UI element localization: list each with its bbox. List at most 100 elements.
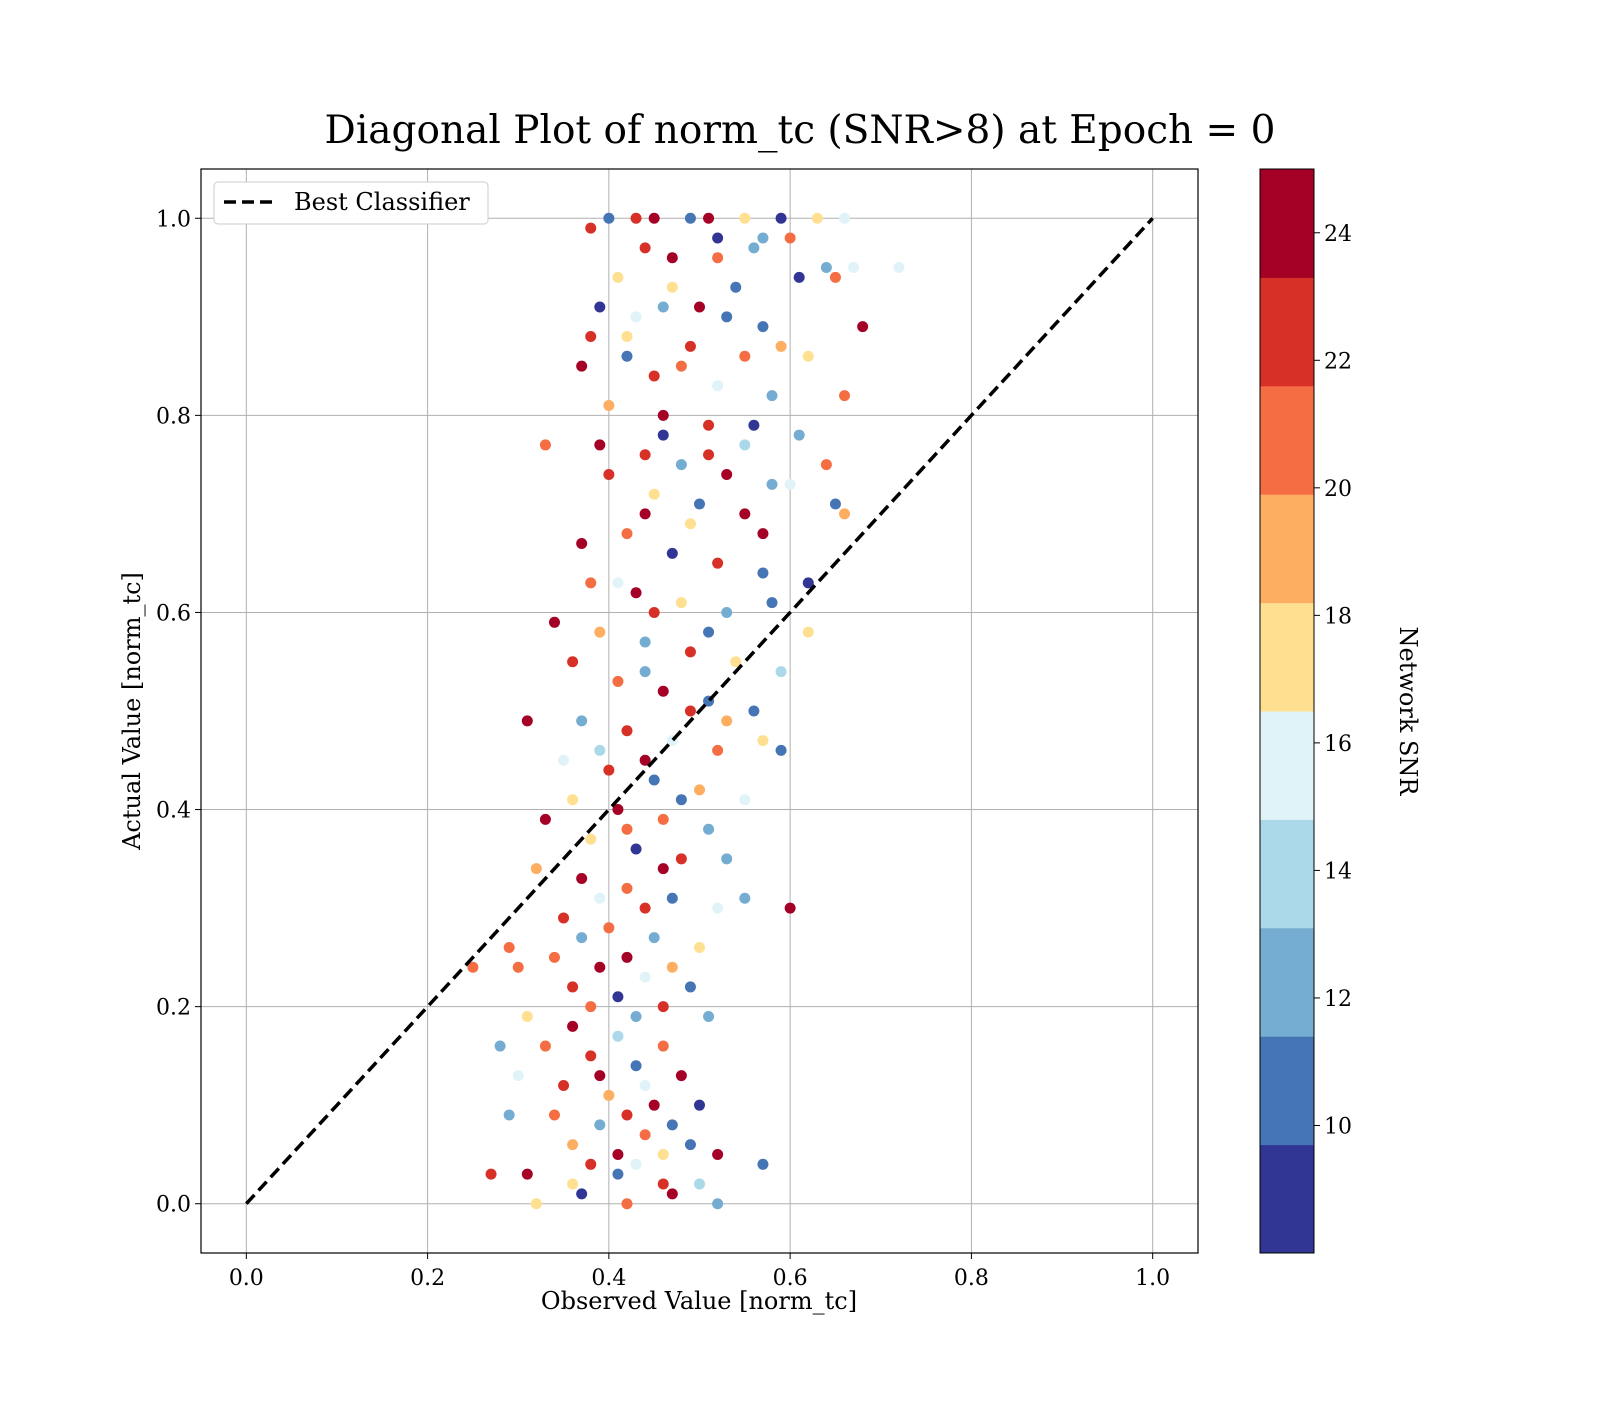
data-point	[829, 498, 841, 510]
x-tick-label: 0.0	[229, 1266, 264, 1291]
data-point	[612, 991, 624, 1003]
data-point	[848, 262, 860, 274]
data-point	[775, 666, 787, 678]
data-point	[657, 301, 669, 313]
data-point	[839, 212, 851, 224]
data-point	[548, 951, 560, 963]
scatter-points	[467, 212, 905, 1210]
y-tick-label: 0.2	[156, 996, 191, 1021]
data-point	[567, 1020, 579, 1032]
data-point	[802, 577, 814, 589]
data-point	[585, 222, 597, 234]
data-point	[775, 744, 787, 756]
x-tick-label: 1.0	[1135, 1266, 1170, 1291]
data-point	[703, 449, 715, 461]
data-point	[530, 863, 542, 875]
data-point	[721, 311, 733, 323]
data-point	[675, 597, 687, 609]
data-point	[630, 1158, 642, 1170]
data-point	[694, 301, 705, 313]
data-point	[576, 932, 588, 944]
data-point	[857, 321, 869, 333]
data-point	[675, 853, 687, 865]
data-point	[558, 754, 570, 766]
data-point	[594, 744, 606, 756]
data-point	[648, 932, 660, 944]
colorbar	[1260, 169, 1314, 1254]
data-point	[703, 1010, 715, 1022]
data-point	[703, 212, 715, 224]
data-point	[594, 1119, 606, 1131]
data-point	[648, 212, 660, 224]
data-point	[657, 1001, 669, 1013]
colorbar-ticks: 10 12 14 16 18 20 22 24	[1314, 222, 1352, 1139]
data-point	[811, 212, 823, 224]
data-point	[630, 311, 642, 323]
data-point	[630, 587, 642, 599]
data-point	[748, 705, 760, 717]
data-point	[666, 547, 678, 559]
data-point	[630, 843, 642, 855]
data-point	[757, 735, 769, 747]
data-point	[567, 1178, 579, 1190]
data-point	[648, 606, 660, 618]
data-point	[639, 1079, 651, 1091]
data-point	[666, 281, 678, 293]
data-point	[648, 1099, 660, 1111]
data-point	[494, 1040, 506, 1052]
data-point	[603, 764, 615, 776]
x-tick-label: 0.2	[410, 1266, 445, 1291]
data-point	[639, 971, 651, 983]
data-point	[621, 528, 633, 540]
colorbar-segment	[1260, 1036, 1314, 1146]
data-point	[739, 212, 751, 224]
data-point	[548, 1109, 560, 1121]
data-point	[784, 902, 796, 914]
reference-line-layer	[245, 217, 1154, 1205]
data-point	[585, 1001, 597, 1013]
data-point	[784, 478, 796, 490]
data-point	[712, 744, 724, 756]
data-point	[829, 271, 841, 283]
legend-label: Best Classifier	[294, 188, 470, 216]
data-point	[539, 813, 551, 825]
colorbar-tick-label: 18	[1324, 604, 1352, 629]
colorbar-tick-label: 14	[1324, 859, 1352, 884]
data-point	[530, 1198, 542, 1210]
data-point	[684, 646, 696, 658]
data-point	[739, 439, 751, 451]
data-point	[612, 1168, 624, 1180]
data-point	[603, 922, 615, 934]
colorbar-frame	[1259, 168, 1315, 1254]
x-axis-label: Observed Value [norm_tc]	[541, 1287, 857, 1315]
data-point	[775, 340, 787, 352]
reference-line	[245, 217, 1154, 1205]
data-point	[603, 212, 615, 224]
data-point	[748, 419, 760, 431]
data-point	[657, 863, 669, 875]
data-point	[567, 981, 579, 993]
data-point	[621, 1109, 633, 1121]
data-point	[721, 468, 733, 480]
data-point	[639, 242, 651, 254]
data-point	[539, 439, 551, 451]
data-point	[694, 1099, 705, 1111]
data-point	[657, 685, 669, 697]
data-point	[739, 350, 751, 362]
data-point	[512, 961, 524, 973]
data-point	[603, 1089, 615, 1101]
data-point	[594, 626, 606, 638]
data-point	[612, 271, 624, 283]
data-point	[766, 390, 778, 402]
data-point	[585, 833, 597, 845]
data-point	[657, 1148, 669, 1160]
data-point	[594, 1070, 606, 1082]
data-point	[612, 804, 624, 816]
data-point	[694, 1178, 705, 1190]
data-point	[721, 606, 733, 618]
data-point	[757, 321, 769, 333]
data-point	[521, 1168, 533, 1180]
y-axis-ticks: 0.0 0.2 0.4 0.6 0.8 1.0	[156, 207, 201, 1218]
colorbar-tick-label: 22	[1324, 349, 1352, 374]
